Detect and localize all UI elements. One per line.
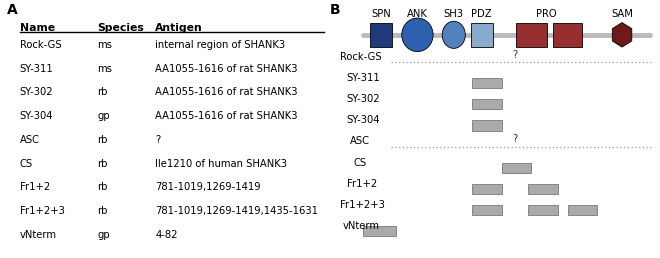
FancyBboxPatch shape [528,205,558,215]
Text: Antigen: Antigen [155,23,203,33]
FancyBboxPatch shape [472,184,502,194]
Text: rb: rb [97,182,108,192]
Text: 781-1019,1269-1419,1435-1631: 781-1019,1269-1419,1435-1631 [155,206,318,216]
Polygon shape [612,23,632,47]
Text: AA1055-1616 of rat SHANK3: AA1055-1616 of rat SHANK3 [155,64,298,74]
Text: Fr1+2+3: Fr1+2+3 [340,200,385,210]
FancyBboxPatch shape [471,23,493,47]
FancyBboxPatch shape [472,120,502,131]
FancyBboxPatch shape [568,205,597,215]
Text: SY-304: SY-304 [20,111,53,121]
Text: rb: rb [97,87,108,98]
Text: CS: CS [20,159,32,169]
Text: ms: ms [97,64,112,74]
Text: ?: ? [512,50,517,60]
Text: ?: ? [155,135,160,145]
Text: gp: gp [97,230,110,240]
Text: Fr1+2: Fr1+2 [346,179,377,189]
Text: Fr1+2+3: Fr1+2+3 [20,206,65,216]
FancyBboxPatch shape [363,226,396,236]
Text: Ile1210 of human SHANK3: Ile1210 of human SHANK3 [155,159,287,169]
Text: PDZ: PDZ [471,9,492,19]
FancyBboxPatch shape [472,78,502,88]
Ellipse shape [402,18,433,52]
Text: AA1055-1616 of rat SHANK3: AA1055-1616 of rat SHANK3 [155,87,298,98]
Text: Rock-GS: Rock-GS [340,52,381,62]
Text: SY-302: SY-302 [20,87,53,98]
Text: ASC: ASC [20,135,40,145]
FancyBboxPatch shape [553,23,582,47]
Text: vNterm: vNterm [20,230,57,240]
Text: B: B [330,3,341,17]
Text: ?: ? [512,134,517,144]
Text: ms: ms [97,40,112,50]
Text: Name: Name [20,23,55,33]
Text: CS: CS [353,158,366,167]
Text: AA1055-1616 of rat SHANK3: AA1055-1616 of rat SHANK3 [155,111,298,121]
Text: SY-302: SY-302 [346,94,380,104]
Text: Species: Species [97,23,144,33]
Text: SPN: SPN [372,9,391,19]
Text: vNterm: vNterm [343,221,380,231]
Text: rb: rb [97,206,108,216]
FancyBboxPatch shape [370,23,392,47]
Text: SY-311: SY-311 [20,64,53,74]
Text: Rock-GS: Rock-GS [20,40,61,50]
FancyBboxPatch shape [528,184,558,194]
Text: SAM: SAM [611,9,633,19]
Text: SY-304: SY-304 [346,115,380,125]
Text: A: A [7,3,17,17]
Text: ASC: ASC [350,136,370,146]
Text: SY-311: SY-311 [346,73,380,83]
Text: rb: rb [97,159,108,169]
Text: ANK: ANK [407,9,428,19]
FancyBboxPatch shape [472,205,502,215]
Text: gp: gp [97,111,110,121]
Text: internal region of SHANK3: internal region of SHANK3 [155,40,286,50]
FancyBboxPatch shape [515,23,547,47]
Text: Fr1+2: Fr1+2 [20,182,50,192]
FancyBboxPatch shape [502,163,531,173]
FancyBboxPatch shape [472,99,502,109]
Text: 4-82: 4-82 [155,230,178,240]
Text: PRO: PRO [536,9,556,19]
Text: rb: rb [97,135,108,145]
Text: 781-1019,1269-1419: 781-1019,1269-1419 [155,182,261,192]
Text: SH3: SH3 [444,9,464,19]
Ellipse shape [442,21,465,49]
